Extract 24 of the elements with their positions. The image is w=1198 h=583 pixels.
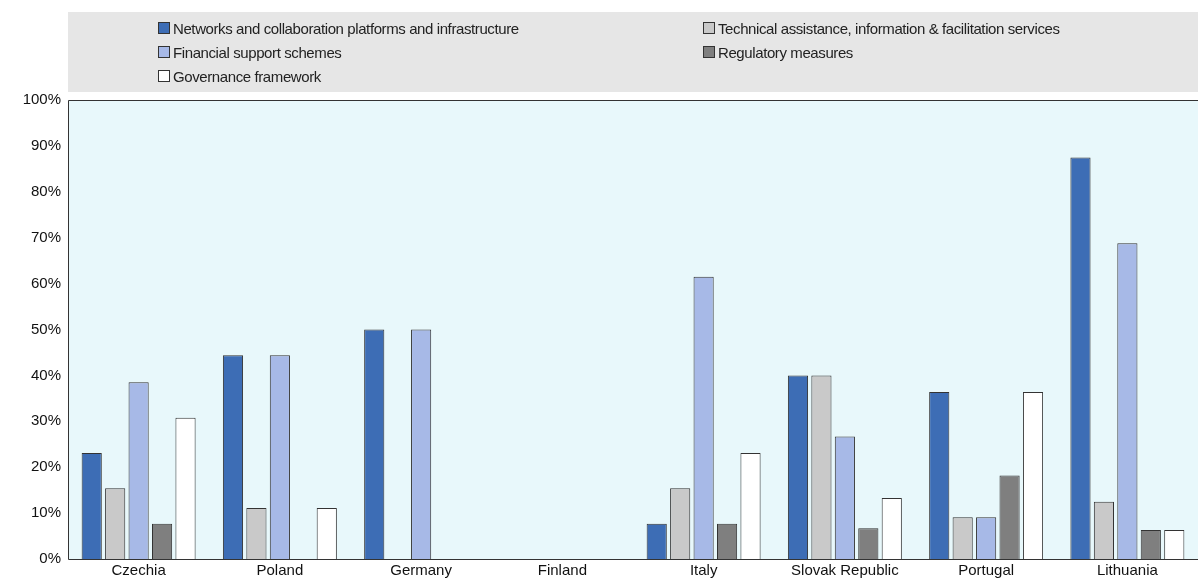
- legend-label: Technical assistance, information & facilitation services: [718, 19, 1060, 37]
- y-tick-label: 20%: [30, 457, 61, 475]
- x-tick-label: Finland: [537, 561, 587, 579]
- x-tick-label: Germany: [390, 561, 453, 579]
- y-tick-label: 90%: [30, 136, 61, 154]
- legend-label: Governance framework: [173, 67, 321, 85]
- x-tick-label: Poland: [256, 561, 304, 579]
- y-tick-label: 60%: [30, 273, 61, 291]
- legend-label: Regulatory measures: [718, 43, 853, 61]
- y-tick-label: 50%: [30, 319, 61, 337]
- y-tick-label: 10%: [30, 503, 61, 521]
- y-tick-label: 100%: [22, 90, 61, 108]
- y-tick-label: 0%: [39, 549, 61, 567]
- x-tick-label: Italy: [689, 561, 718, 579]
- y-tick-label: 80%: [30, 181, 61, 199]
- x-tick-label: Lithuania: [1096, 561, 1159, 579]
- legend-label: Financial support schemes: [173, 43, 342, 61]
- y-tick-label: 30%: [30, 411, 61, 429]
- legend-label: Networks and collaboration platforms and infrastructure: [173, 19, 519, 37]
- x-tick-label: Portugal: [958, 561, 1015, 579]
- y-tick-label: 70%: [30, 227, 61, 245]
- x-tick-label: Slovak Republic: [791, 561, 900, 579]
- x-tick-label: Czechia: [111, 561, 167, 579]
- y-tick-label: 40%: [30, 365, 61, 383]
